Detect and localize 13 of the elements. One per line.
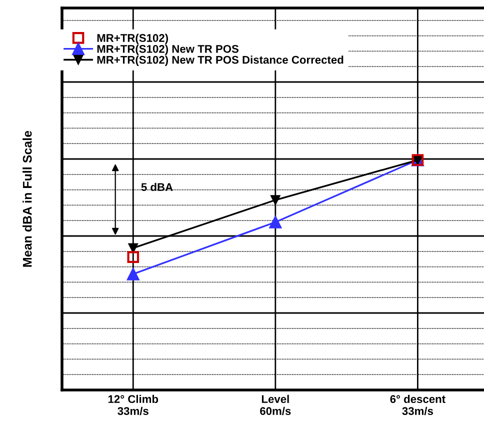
legend-label: MR+TR(S102) xyxy=(97,34,168,44)
point xyxy=(126,268,140,280)
point xyxy=(270,195,280,205)
annotation: 5 dBA xyxy=(141,182,173,192)
point xyxy=(128,243,138,253)
x-tick-label: Level 60m/s xyxy=(260,394,291,416)
x-tick-label: 6° descent 33m/s xyxy=(390,394,446,416)
point xyxy=(127,251,140,263)
legend-label: MR+TR(S102) New TR POS Distance Corrected xyxy=(97,56,344,66)
legend-label: MR+TR(S102) New TR POS xyxy=(97,44,238,56)
y-axis-title: Mean dBA in Full Scale xyxy=(22,130,32,267)
point xyxy=(269,216,282,228)
x-tick-label: 12° Climb 33m/s xyxy=(108,394,158,416)
